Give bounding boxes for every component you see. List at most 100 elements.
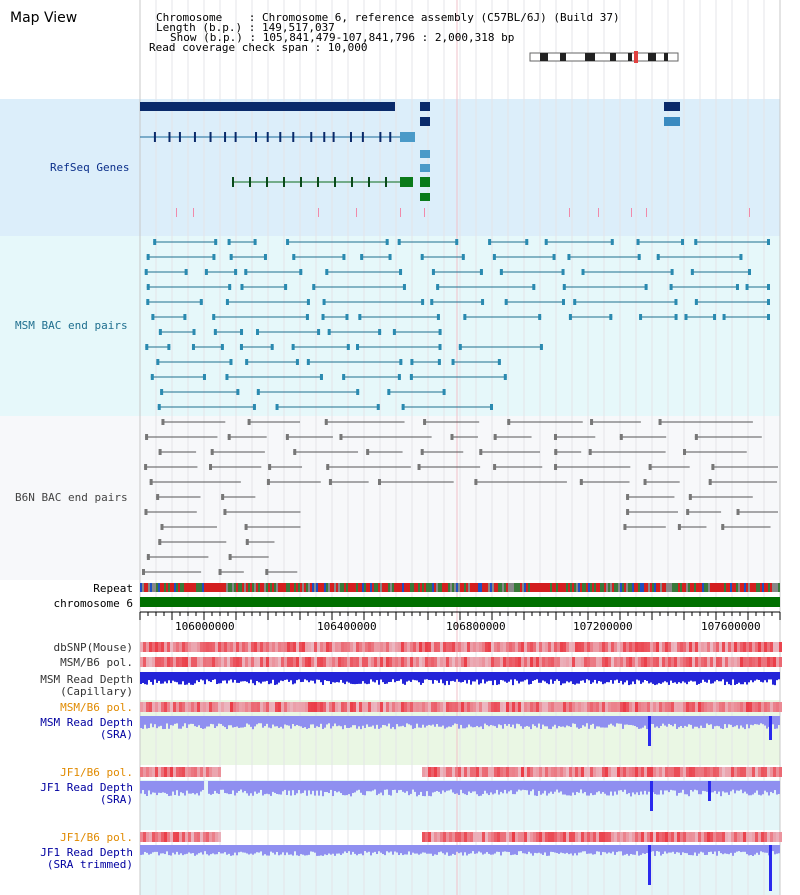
- read-depth-bar: [654, 781, 656, 795]
- read-depth-bar: [432, 845, 434, 856]
- read-depth-bar: [142, 845, 144, 855]
- msm-pol-cell: [203, 657, 206, 667]
- read-depth-bar: [616, 781, 618, 795]
- jf1-pol-2-cell: [524, 832, 527, 842]
- read-depth-bar: [482, 781, 484, 794]
- jf1-pol-2-cell: [509, 832, 512, 842]
- dbsnp-cell: [569, 642, 572, 652]
- read-depth-bar: [662, 845, 664, 854]
- jf1-pol-cell: [611, 767, 614, 777]
- jf1-pol-2-cell: [767, 832, 770, 842]
- read-depth-bar: [460, 781, 462, 790]
- read-depth-bar: [318, 845, 320, 856]
- jf1-pol-cell: [473, 767, 476, 777]
- msm-pol-cell: [566, 657, 569, 667]
- repeat-segment: [162, 583, 164, 592]
- read-depth-bar: [464, 672, 466, 681]
- repeat-segment: [754, 583, 756, 592]
- jf1-pol-cell: [443, 767, 446, 777]
- read-depth-bar: [530, 672, 532, 684]
- read-depth-bar: [628, 672, 630, 686]
- read-depth-bar: [640, 845, 642, 855]
- b6n-bac-end: [493, 464, 497, 470]
- read-depth-bar: [454, 781, 456, 794]
- track-label-msm-bac[interactable]: MSM BAC end pairs: [15, 319, 128, 332]
- read-depth-bar: [414, 781, 416, 792]
- read-depth-bar: [474, 672, 476, 682]
- read-depth-bar: [682, 716, 684, 728]
- read-depth-bar: [776, 716, 778, 729]
- msm-pol-cell: [344, 657, 347, 667]
- jf1-pol-cell: [581, 767, 584, 777]
- repeat-segment: [644, 583, 646, 592]
- read-depth-bar: [604, 781, 606, 794]
- read-depth-bar: [620, 845, 622, 852]
- msm-pol-sra-cell: [593, 702, 596, 712]
- b6n-bac-end: [366, 449, 370, 455]
- read-depth-bar: [144, 716, 146, 725]
- read-depth-bar: [254, 845, 256, 854]
- msm-bac-end: [327, 329, 331, 335]
- read-depth-bar: [568, 781, 570, 796]
- repeat-segment: [184, 583, 186, 592]
- dbsnp-cell: [314, 642, 317, 652]
- read-depth-bar: [164, 716, 166, 729]
- track-label-b6n-bac[interactable]: B6N BAC end pairs: [15, 491, 128, 504]
- read-depth-bar: [678, 781, 680, 793]
- read-depth-bar: [756, 672, 758, 680]
- jf1-pol-cell: [677, 767, 680, 777]
- msm-bac-end: [739, 254, 743, 260]
- read-depth-bar: [626, 845, 628, 854]
- read-depth-bar: [290, 845, 292, 855]
- read-depth-bar: [634, 716, 636, 726]
- read-depth-bar: [184, 716, 186, 724]
- dbsnp-cell: [770, 642, 773, 652]
- msm-pol-cell: [206, 657, 209, 667]
- read-depth-bar: [778, 781, 780, 794]
- repeat-segment: [610, 583, 612, 592]
- read-depth-bar: [518, 781, 520, 790]
- jf1-pol-2-cell: [470, 832, 473, 842]
- refseq-exon: [178, 132, 181, 142]
- jf1-pol-cell: [458, 767, 461, 777]
- repeat-segment: [394, 583, 396, 592]
- repeat-segment: [602, 583, 604, 592]
- read-depth-bar: [150, 845, 152, 854]
- msm-bac-end: [239, 344, 243, 350]
- read-depth-bar: [386, 845, 388, 852]
- read-depth-bar: [292, 845, 294, 856]
- read-depth-bar: [588, 716, 590, 729]
- read-depth-bar: [636, 716, 638, 728]
- read-depth-bar: [324, 781, 326, 792]
- repeat-segment: [326, 583, 328, 592]
- read-depth-bar: [588, 845, 590, 854]
- read-depth-bar: [368, 781, 370, 792]
- read-depth-bar: [266, 672, 268, 681]
- read-depth-bar: [398, 845, 400, 856]
- dbsnp-cell: [236, 642, 239, 652]
- read-depth-bar: [284, 781, 286, 790]
- read-depth-bar: [358, 672, 360, 684]
- b6n-bac-end: [227, 434, 231, 440]
- repeat-segment: [708, 583, 710, 592]
- read-depth-bar: [302, 781, 304, 793]
- read-depth-bar: [396, 781, 398, 793]
- repeat-segment: [494, 583, 496, 592]
- track-label-refseq[interactable]: RefSeq Genes: [50, 161, 130, 174]
- read-depth-bar: [560, 672, 562, 686]
- read-depth-bar: [144, 781, 146, 795]
- repeat-segment: [206, 583, 208, 592]
- read-depth-bar: [148, 716, 150, 729]
- read-depth-bar: [296, 781, 298, 794]
- dbsnp-cell: [515, 642, 518, 652]
- repeat-segment: [456, 583, 458, 592]
- read-depth-bar: [680, 781, 682, 793]
- msm-pol-cell: [590, 657, 593, 667]
- msm-pol-sra-cell: [563, 702, 566, 712]
- read-depth-bar: [662, 781, 664, 795]
- read-depth-bar: [216, 672, 218, 685]
- read-depth-bar: [400, 781, 402, 790]
- msm-bac-end: [745, 284, 749, 290]
- read-depth-bar: [340, 845, 342, 855]
